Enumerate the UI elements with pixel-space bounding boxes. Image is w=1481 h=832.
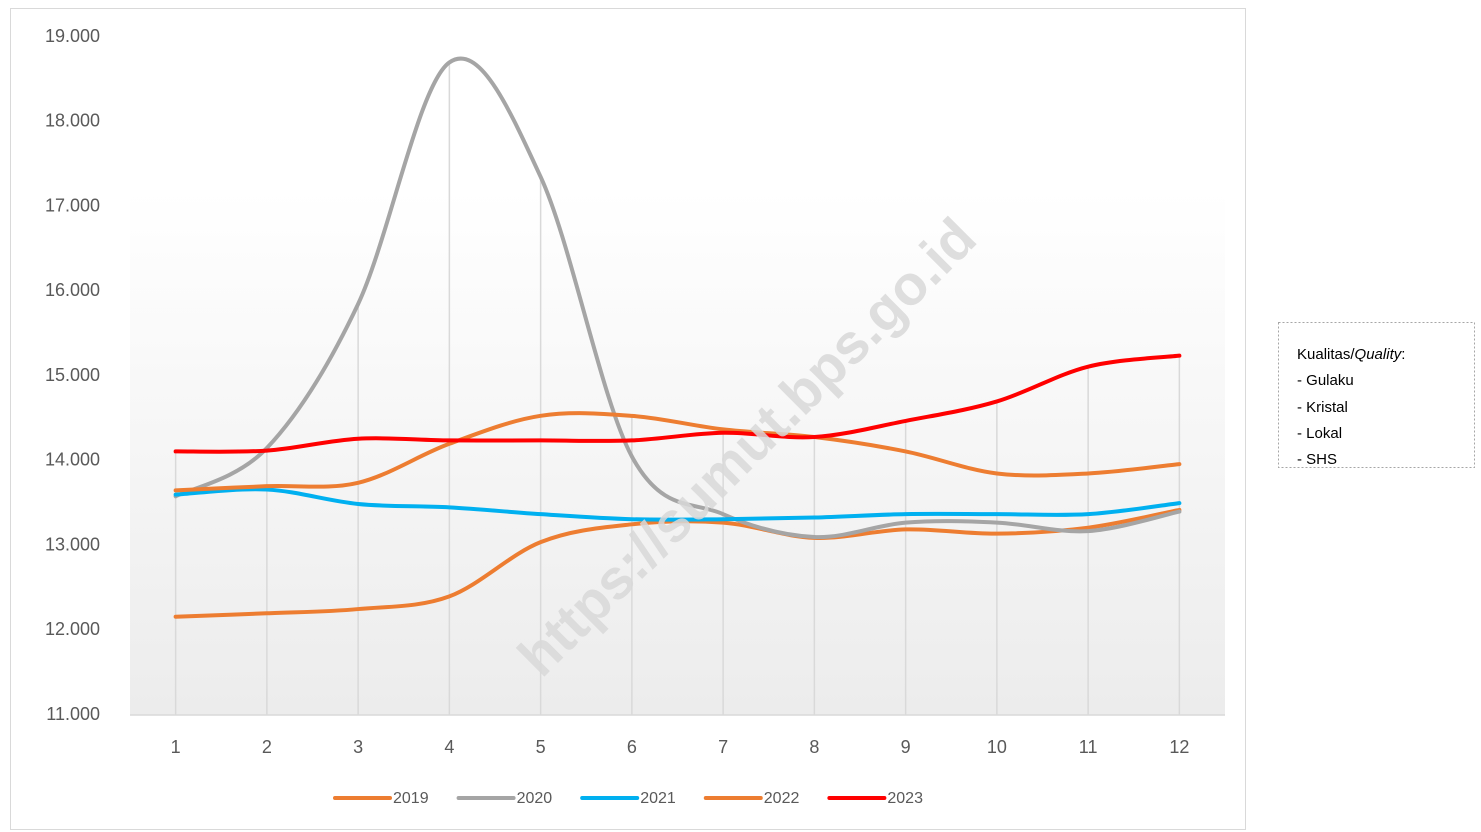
plot-background: [130, 190, 1225, 715]
note-box: [1278, 322, 1475, 468]
x-tick-label: 9: [901, 737, 911, 757]
series-line: [173, 411, 1182, 493]
x-tick-label: 4: [444, 737, 454, 757]
x-tick-label: 8: [809, 737, 819, 757]
legend-label: 2021: [640, 790, 676, 807]
y-tick-label: 19.000: [45, 26, 100, 46]
x-tick-label: 5: [536, 737, 546, 757]
legend-label: 2019: [393, 790, 429, 807]
legend-label: 2020: [517, 790, 553, 807]
x-tick-label: 7: [718, 737, 728, 757]
y-tick-label: 18.000: [45, 111, 100, 131]
series-line: [173, 56, 1182, 540]
legend-label: 2022: [764, 790, 800, 807]
note-title: Kualitas/Quality:: [1297, 346, 1405, 363]
x-tick-label: 2: [262, 737, 272, 757]
x-tick-label: 12: [1169, 737, 1189, 757]
series-line: [173, 353, 1182, 454]
y-tick-label: 12.000: [45, 619, 100, 639]
y-tick-label: 11.000: [46, 704, 100, 724]
note-title-prefix: Kualitas/: [1297, 346, 1355, 363]
series-line: [173, 487, 1182, 522]
note-item: - Lokal: [1297, 425, 1342, 442]
note-title-suffix: :: [1401, 346, 1405, 363]
y-tick-label: 16.000: [45, 280, 100, 300]
legend-label: 2023: [887, 790, 923, 807]
y-tick-label: 14.000: [45, 450, 100, 470]
y-tick-label: 13.000: [45, 534, 100, 554]
y-tick-label: 17.000: [45, 195, 100, 215]
note-title-italic: Quality: [1355, 346, 1403, 363]
x-tick-label: 1: [171, 737, 181, 757]
x-tick-label: 3: [353, 737, 363, 757]
y-tick-label: 15.000: [45, 365, 100, 385]
x-tick-label: 11: [1079, 737, 1098, 757]
x-tick-label: 10: [987, 737, 1007, 757]
note-item: - SHS: [1297, 451, 1337, 468]
x-tick-label: 6: [627, 737, 637, 757]
note-item: - Kristal: [1297, 399, 1348, 416]
note-item: - Gulaku: [1297, 372, 1354, 389]
